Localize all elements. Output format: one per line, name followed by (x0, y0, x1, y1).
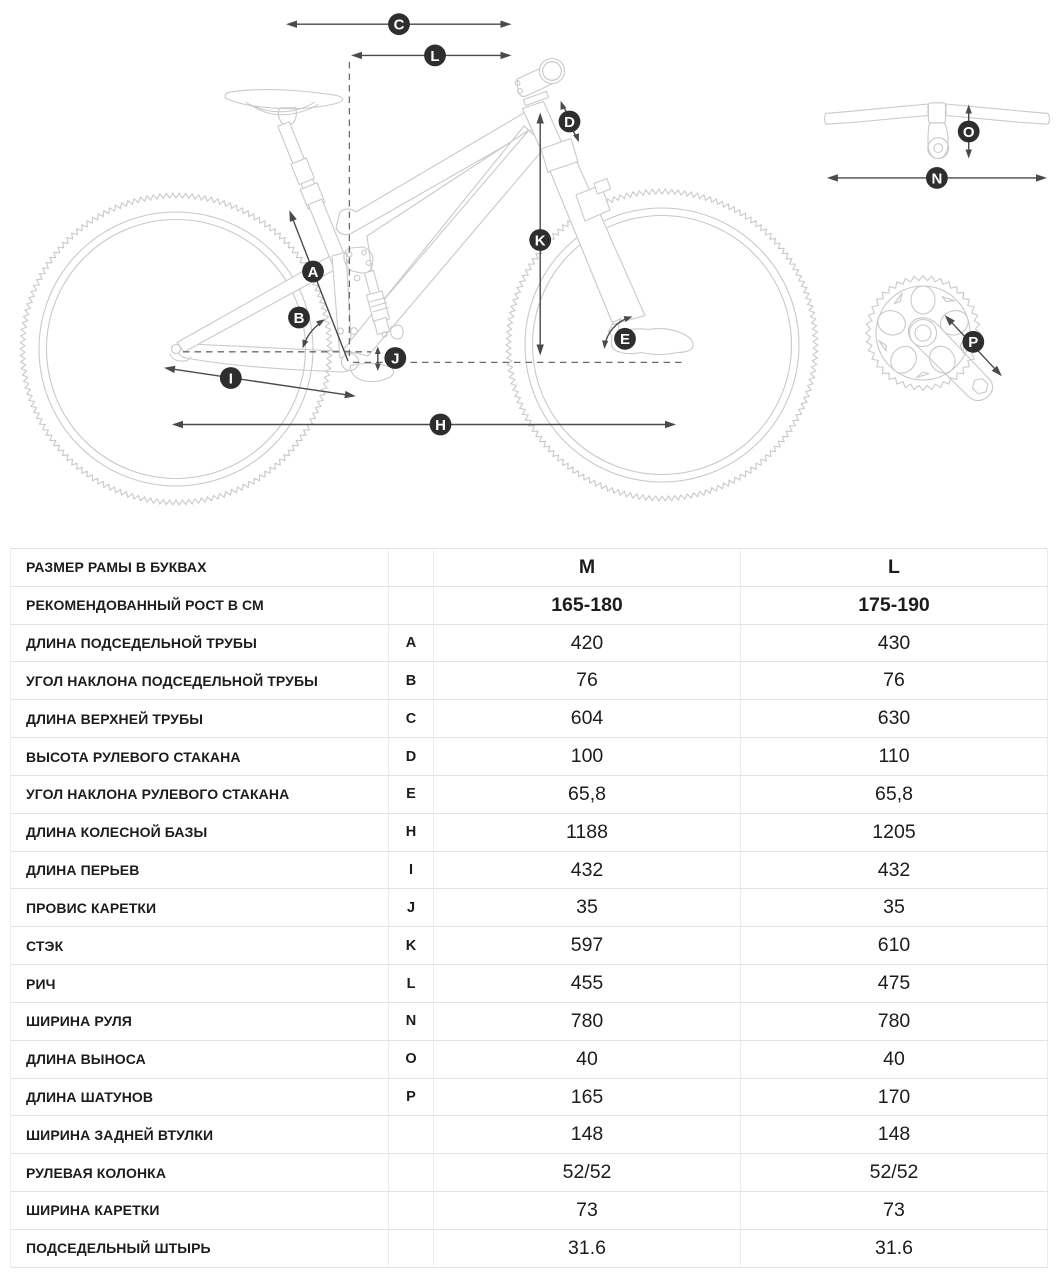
svg-text:B: B (294, 310, 305, 327)
svg-text:I: I (229, 370, 233, 387)
svg-text:N: N (931, 170, 942, 187)
svg-text:K: K (535, 232, 546, 249)
svg-text:L: L (430, 48, 439, 65)
svg-text:J: J (391, 350, 399, 367)
svg-text:D: D (564, 114, 575, 131)
svg-text:A: A (308, 264, 319, 281)
svg-text:O: O (963, 124, 975, 141)
svg-text:P: P (968, 334, 978, 351)
svg-text:H: H (435, 417, 446, 434)
svg-text:E: E (620, 331, 630, 348)
svg-text:C: C (394, 17, 405, 34)
